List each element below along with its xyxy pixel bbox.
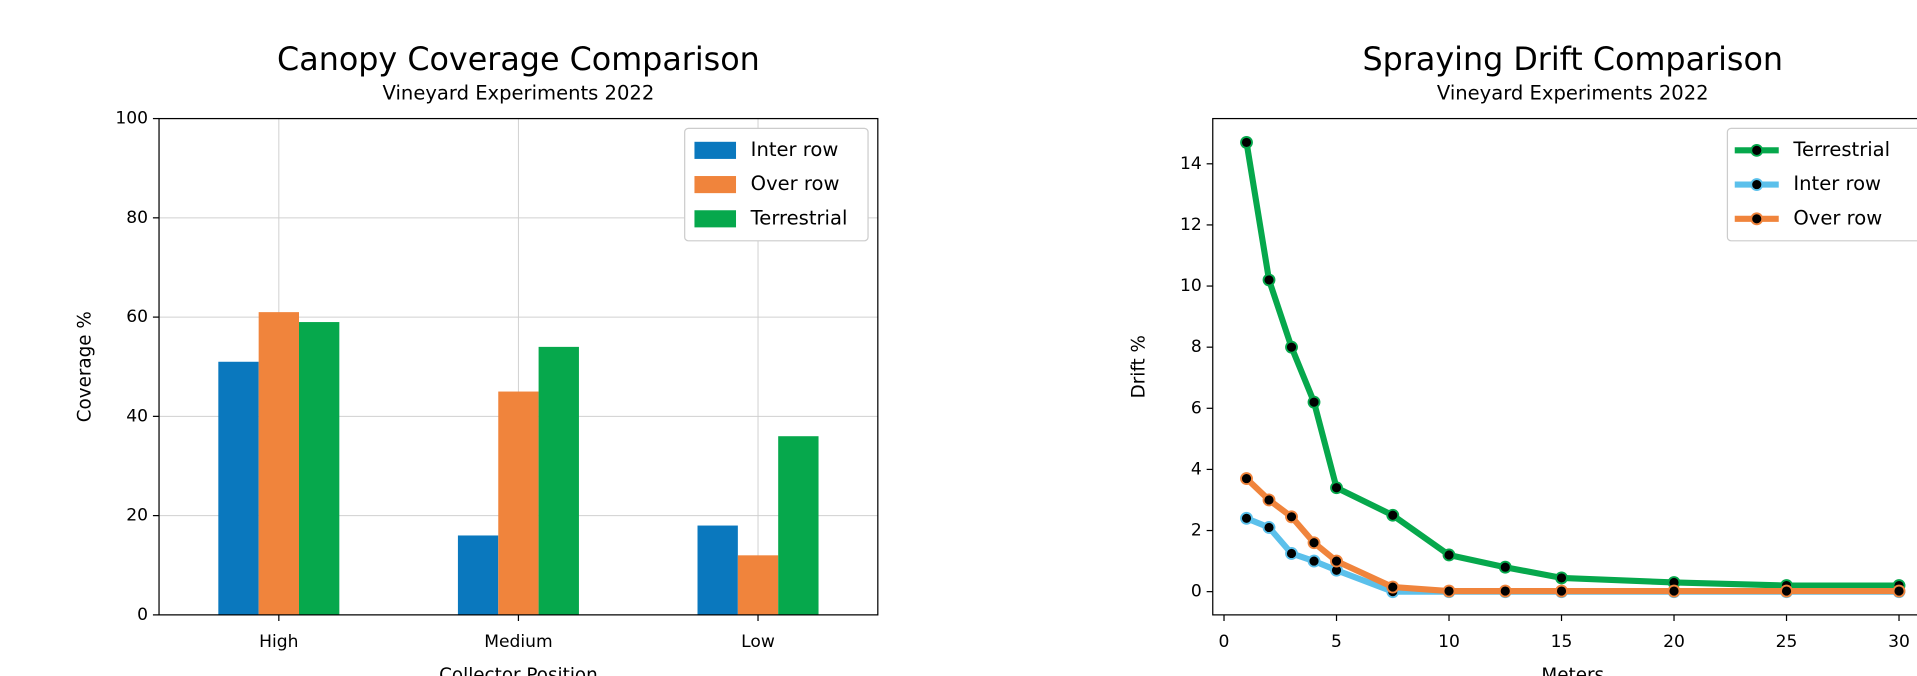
chart-title: Spraying Drift Comparison bbox=[1362, 42, 1783, 78]
legend-marker bbox=[1750, 212, 1764, 226]
marker bbox=[1330, 481, 1343, 495]
marker bbox=[1386, 508, 1400, 522]
y-tick-label: 12 bbox=[1180, 215, 1202, 235]
legend-label: Inter row bbox=[751, 138, 839, 161]
x-tick-label: Medium bbox=[484, 632, 552, 652]
marker bbox=[1262, 273, 1276, 287]
legend-label: Terrestrial bbox=[750, 206, 848, 229]
bar bbox=[778, 436, 819, 615]
bar bbox=[218, 361, 259, 615]
bar bbox=[538, 346, 579, 615]
legend-label: Inter row bbox=[1793, 172, 1881, 195]
x-tick-label: 0 bbox=[1219, 632, 1230, 652]
x-tick-label: Low bbox=[741, 632, 775, 652]
bar bbox=[258, 312, 300, 615]
y-axis-label: Coverage % bbox=[75, 311, 96, 422]
chart-title: Canopy Coverage Comparison bbox=[277, 42, 760, 78]
marker bbox=[1498, 560, 1512, 574]
bar bbox=[299, 322, 340, 615]
marker bbox=[1240, 472, 1253, 485]
legend-swatch bbox=[694, 210, 737, 228]
marker bbox=[1498, 584, 1512, 598]
marker bbox=[1285, 510, 1298, 524]
y-tick-label: 0 bbox=[137, 605, 148, 625]
x-tick-label: High bbox=[259, 632, 298, 652]
legend-label: Over row bbox=[751, 172, 840, 195]
y-tick-label: 6 bbox=[1191, 398, 1202, 418]
bar bbox=[457, 535, 499, 615]
marker bbox=[1262, 521, 1276, 534]
marker bbox=[1285, 340, 1298, 354]
y-tick-label: 0 bbox=[1191, 582, 1202, 602]
legend-box bbox=[1726, 127, 1917, 242]
marker bbox=[1555, 584, 1568, 598]
x-tick-label: 10 bbox=[1438, 632, 1460, 652]
marker bbox=[1330, 554, 1343, 568]
x-tick-label: 5 bbox=[1331, 632, 1342, 652]
y-tick-label: 60 bbox=[126, 307, 148, 327]
chart-subtitle: Vineyard Experiments 2022 bbox=[383, 82, 655, 105]
marker bbox=[1555, 571, 1568, 585]
legend-swatch bbox=[694, 141, 737, 159]
marker bbox=[1780, 584, 1793, 598]
bar bbox=[737, 555, 779, 615]
y-axis-label: Drift % bbox=[1128, 335, 1149, 398]
chart-subtitle: Vineyard Experiments 2022 bbox=[1437, 82, 1709, 105]
axes-frame bbox=[158, 117, 879, 616]
marker bbox=[1307, 536, 1321, 550]
marker bbox=[1240, 511, 1253, 525]
x-tick-label: 25 bbox=[1776, 632, 1798, 652]
y-tick-label: 4 bbox=[1191, 459, 1202, 479]
x-axis-label: Meters bbox=[1541, 665, 1604, 676]
y-tick-label: 40 bbox=[126, 406, 148, 426]
bar bbox=[498, 391, 539, 615]
bar bbox=[697, 525, 738, 615]
line bbox=[1243, 141, 1900, 589]
marker bbox=[1667, 584, 1681, 598]
y-tick-label: 2 bbox=[1191, 521, 1202, 541]
marker bbox=[1285, 547, 1298, 560]
marker bbox=[1262, 493, 1276, 507]
marker bbox=[1892, 584, 1906, 598]
y-tick-label: 20 bbox=[126, 506, 148, 526]
legend-swatch bbox=[694, 176, 737, 194]
marker bbox=[1442, 548, 1456, 562]
y-tick-label: 10 bbox=[1180, 276, 1202, 296]
axes-frame bbox=[1212, 117, 1917, 616]
y-tick-label: 100 bbox=[115, 109, 148, 129]
marker bbox=[1307, 395, 1321, 409]
marker bbox=[1240, 135, 1253, 149]
x-tick-label: 30 bbox=[1888, 632, 1910, 652]
x-axis-label: Collector Position bbox=[439, 665, 598, 676]
y-tick-label: 14 bbox=[1180, 154, 1202, 174]
legend-marker bbox=[1750, 178, 1764, 192]
y-tick-label: 8 bbox=[1191, 337, 1202, 357]
legend-label: Over row bbox=[1793, 206, 1882, 229]
legend-label: Terrestrial bbox=[1792, 138, 1890, 161]
marker bbox=[1442, 584, 1456, 598]
x-tick-label: 20 bbox=[1663, 632, 1685, 652]
marker bbox=[1386, 580, 1400, 594]
legend-marker bbox=[1750, 143, 1764, 157]
x-tick-label: 15 bbox=[1551, 632, 1573, 652]
marker bbox=[1307, 554, 1321, 568]
y-tick-label: 80 bbox=[126, 208, 148, 228]
